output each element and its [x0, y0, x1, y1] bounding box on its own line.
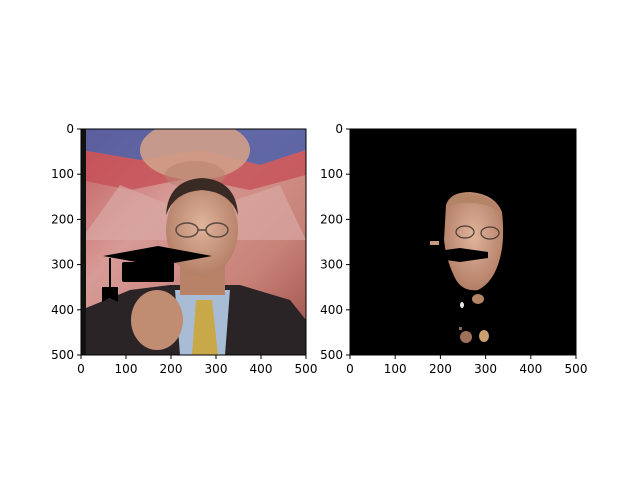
x-tick-label: 0	[77, 362, 85, 376]
left-y-ticks: 0 100 200 300 400 500	[51, 122, 81, 362]
x-tick-label: 400	[250, 362, 273, 376]
graduation-hat-overlay	[102, 246, 212, 302]
x-tick-label: 200	[429, 362, 452, 376]
right-y-ticks: 0 100 200 300 400 500	[320, 122, 350, 362]
x-tick-label: 200	[160, 362, 183, 376]
x-tick-label: 400	[519, 362, 542, 376]
photo	[81, 129, 306, 355]
y-tick-label: 200	[51, 212, 74, 226]
y-tick-label: 400	[51, 303, 74, 317]
y-tick-label: 100	[320, 167, 343, 181]
x-tick-label: 100	[115, 362, 138, 376]
mask-image	[350, 129, 576, 355]
y-tick-label: 0	[66, 122, 74, 136]
left-panel: 0 100 200 300 400 500 0 100 200 300 400 500	[51, 122, 317, 376]
x-tick-label: 300	[205, 362, 228, 376]
y-tick-label: 300	[51, 258, 74, 272]
right-panel: 0 100 200 300 400 500 0 100 200 300 400 500	[320, 122, 587, 376]
y-tick-label: 500	[51, 348, 74, 362]
right-x-ticks: 0 100 200 300 400 500	[346, 355, 587, 376]
left-x-ticks: 0 100 200 300 400 500	[77, 355, 317, 376]
x-tick-label: 0	[346, 362, 354, 376]
y-tick-label: 200	[320, 212, 343, 226]
x-tick-label: 500	[565, 362, 588, 376]
y-tick-label: 400	[320, 303, 343, 317]
left-axes-frame	[80, 128, 307, 356]
y-tick-label: 100	[51, 167, 74, 181]
x-tick-label: 500	[295, 362, 318, 376]
right-axes-frame	[349, 128, 577, 356]
y-tick-label: 300	[320, 258, 343, 272]
x-tick-label: 300	[474, 362, 497, 376]
y-tick-label: 500	[320, 348, 343, 362]
x-tick-label: 100	[384, 362, 407, 376]
y-tick-label: 0	[335, 122, 343, 136]
